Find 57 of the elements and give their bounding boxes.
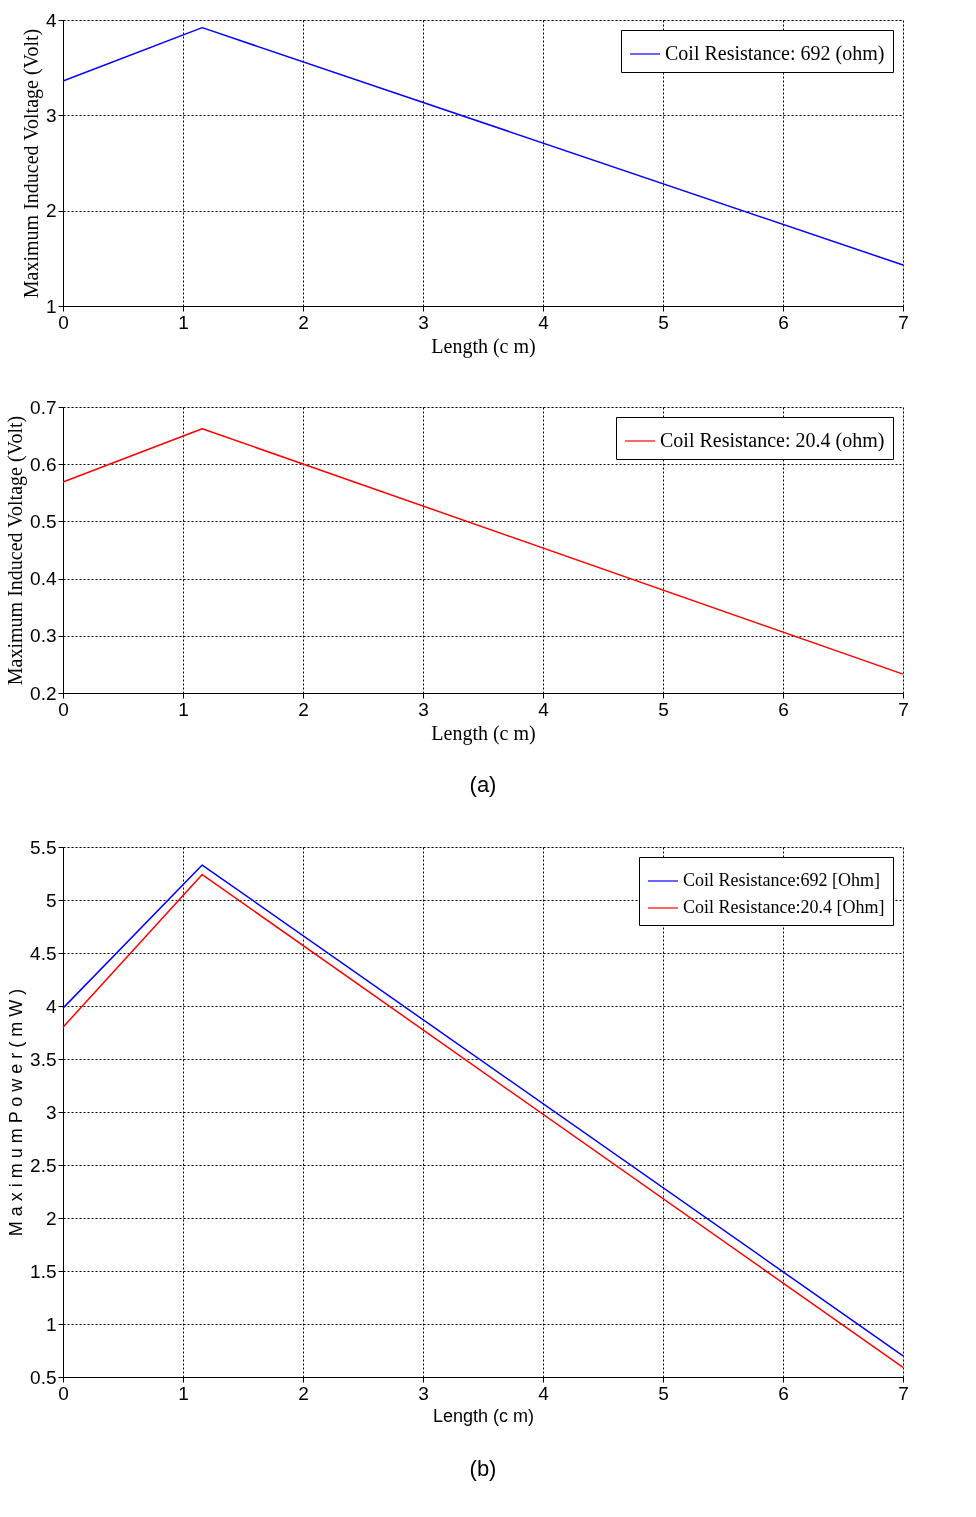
y-tick-label: 2 (45, 200, 57, 222)
x-axis-title: Length (c m) (432, 1405, 535, 1426)
y-tick-label: 0.5 (30, 1366, 57, 1388)
x-tick-label: 4 (538, 1382, 550, 1404)
y-tick-label: 4 (45, 9, 57, 31)
legend-label: Coil Resistance:692 [Ohm] (683, 870, 880, 890)
x-tick-label: 4 (538, 698, 550, 720)
y-tick-label: 0.3 (30, 625, 57, 647)
x-tick-label: 5 (658, 1382, 669, 1404)
x-tick-label: 2 (298, 698, 309, 720)
y-tick-label: 0.5 (30, 510, 57, 532)
y-tick-label: 5 (45, 889, 57, 911)
y-axis-title: M a x i m u m P o w e r ( m W ) (6, 988, 27, 1237)
y-tick-label: 1 (45, 295, 57, 317)
y-tick-label: 1 (45, 1313, 57, 1335)
x-tick-label: 5 (658, 698, 669, 720)
y-tick-label: 3 (45, 1101, 57, 1123)
x-tick-label: 2 (298, 311, 309, 333)
text: (a) (469, 772, 497, 797)
legend-label: Coil Resistance: 20.4 (ohm) (660, 429, 885, 452)
x-tick-label: 2 (298, 1382, 309, 1404)
x-tick-label: 7 (898, 1382, 909, 1404)
text: (b) (469, 1456, 497, 1481)
y-tick-label: 4 (45, 995, 57, 1017)
x-tick-label: 6 (778, 311, 789, 333)
x-tick-label: 5 (658, 311, 669, 333)
legend-label: Coil Resistance:20.4 [Ohm] (683, 897, 885, 917)
y-axis-title: Maximum Induced Voltage (Volt) (4, 415, 28, 686)
x-tick-label: 1 (178, 311, 189, 333)
x-tick-label: 0 (58, 1382, 69, 1404)
y-tick-label: 0.7 (30, 396, 57, 418)
x-tick-label: 4 (538, 311, 550, 333)
x-tick-label: 6 (778, 1382, 789, 1404)
legend-label: Coil Resistance: 692 (ohm) (665, 42, 885, 65)
x-tick-label: 3 (418, 1382, 429, 1404)
x-tick-label: 1 (178, 1382, 189, 1404)
y-tick-label: 0.6 (30, 453, 57, 475)
y-axis-title: Maximum Induced Voltage (Volt) (19, 28, 43, 299)
y-tick-label: 5.5 (30, 836, 57, 858)
y-tick-label: 0.2 (30, 682, 57, 704)
x-tick-label: 0 (58, 311, 69, 333)
x-tick-label: 3 (418, 698, 429, 720)
x-tick-label: 3 (418, 311, 429, 333)
y-tick-label: 3.5 (30, 1048, 57, 1070)
y-tick-label: 0.4 (30, 568, 57, 590)
y-tick-label: 2.5 (30, 1154, 57, 1176)
x-tick-label: 7 (898, 311, 909, 333)
y-tick-label: 1.5 (30, 1260, 57, 1282)
x-tick-label: 1 (178, 698, 189, 720)
y-tick-label: 4.5 (30, 942, 57, 964)
x-tick-label: 6 (778, 698, 789, 720)
x-axis-title: Length (c m) (431, 721, 536, 745)
x-axis-title: Length (c m) (431, 334, 536, 358)
x-tick-label: 7 (898, 698, 909, 720)
y-tick-label: 3 (45, 104, 57, 126)
x-tick-label: 0 (58, 698, 69, 720)
y-tick-label: 2 (45, 1207, 57, 1229)
